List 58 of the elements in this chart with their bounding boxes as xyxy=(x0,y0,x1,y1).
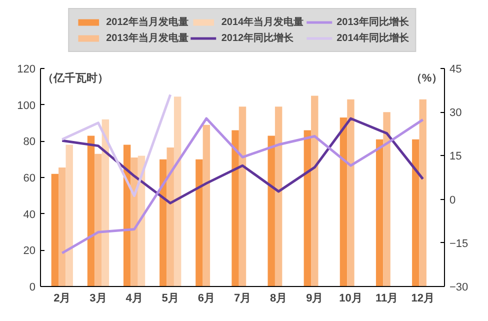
y2-tick-label: 15 xyxy=(450,150,462,163)
bar xyxy=(376,139,384,286)
line-series xyxy=(60,117,424,204)
bar xyxy=(87,136,95,286)
y2-tick-label: −15 xyxy=(450,238,468,250)
x-tick-label: 8月 xyxy=(270,292,288,304)
bar xyxy=(202,124,210,286)
y-tick-label: 80 xyxy=(23,136,36,148)
legend-label: 2012年同比增长 xyxy=(221,32,294,45)
legend-label: 2013年同比增长 xyxy=(336,16,409,29)
x-tick-label: 11月 xyxy=(375,292,398,304)
legend-label: 2012年当月发电量 xyxy=(106,16,188,29)
bar xyxy=(58,168,66,286)
x-tick-label: 9月 xyxy=(306,292,324,304)
x-tick-label: 7月 xyxy=(234,292,252,304)
bar xyxy=(268,136,275,286)
x-tick-label: 10月 xyxy=(339,292,362,304)
y-tick-label: 20 xyxy=(23,245,36,258)
bar xyxy=(94,154,102,286)
y2-tick-label: 30 xyxy=(450,107,462,120)
bar xyxy=(160,159,167,286)
y2-tick-label: −30 xyxy=(450,282,468,294)
bar xyxy=(196,159,203,286)
bar xyxy=(419,99,426,286)
bar xyxy=(274,106,282,286)
x-tick-label: 5月 xyxy=(162,292,179,304)
y-tick-label: 60 xyxy=(23,172,36,184)
y-axis-title: （亿千瓦时） xyxy=(42,72,108,84)
bar xyxy=(347,99,354,286)
legend-label: 2014年同比增长 xyxy=(336,32,409,45)
bar xyxy=(66,144,73,286)
x-tick-label: 12月 xyxy=(411,292,434,304)
x-tick-label: 3月 xyxy=(90,292,107,304)
bar xyxy=(166,148,174,286)
bar xyxy=(383,112,390,286)
bar xyxy=(304,130,312,286)
bar xyxy=(232,130,239,286)
bar xyxy=(311,96,318,286)
bar xyxy=(238,106,246,286)
x-tick-label: 4月 xyxy=(126,292,143,304)
bar xyxy=(51,174,59,286)
line-series xyxy=(60,93,172,198)
bar xyxy=(174,96,182,286)
y-tick-label: 40 xyxy=(23,208,36,221)
x-tick-label: 2月 xyxy=(54,292,71,304)
y2-tick-label: 45 xyxy=(450,64,462,76)
y2-tick-label: 0 xyxy=(450,194,456,206)
legend-label: 2014年当月发电量 xyxy=(221,16,304,29)
legend-label: 2013年当月发电量 xyxy=(106,32,188,45)
x-tick-label: 6月 xyxy=(198,292,215,304)
y-tick-label: 100 xyxy=(17,100,36,112)
line-series xyxy=(60,117,424,254)
bar xyxy=(412,139,420,286)
y2-axis-title: （%） xyxy=(410,72,443,84)
bar xyxy=(340,118,348,286)
y-tick-label: 0 xyxy=(29,282,36,294)
bar xyxy=(102,119,110,286)
y-tick-label: 120 xyxy=(17,64,36,76)
